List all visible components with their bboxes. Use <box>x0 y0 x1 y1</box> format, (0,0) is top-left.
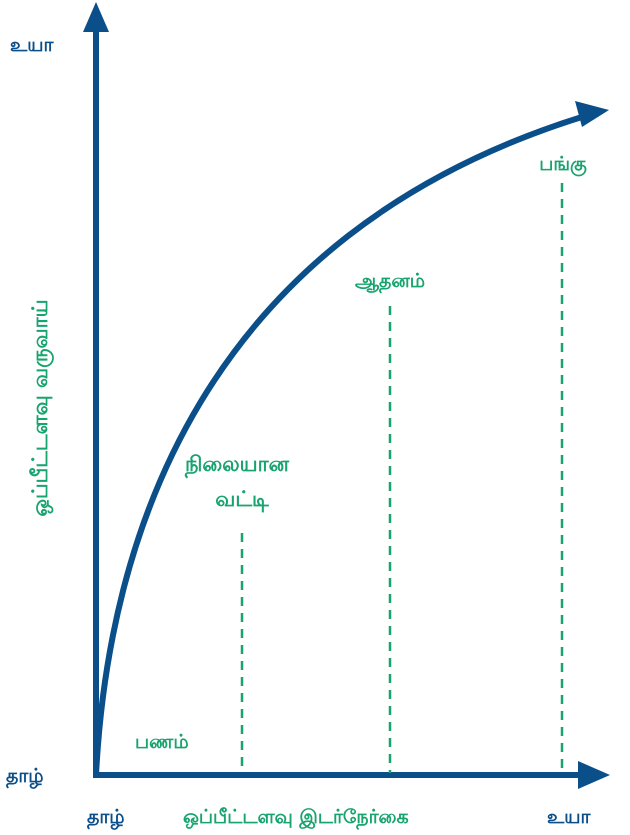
y-axis-arrowhead <box>83 2 109 32</box>
money-label: பணம் <box>135 731 189 753</box>
risk-return-curve <box>93 113 588 778</box>
y-axis-bottom-label: தாழ் <box>6 765 44 789</box>
x-axis-left-label: தாழ் <box>87 806 125 830</box>
fixed-interest-label-line1: நிலையான <box>184 452 290 479</box>
shares-label: பங்கு <box>539 153 587 177</box>
curve-arrowhead <box>575 101 609 127</box>
property-label: ஆதனம் <box>355 270 425 294</box>
x-axis-title: ஒப்பீட்டளவு இடர்நேர்கை <box>183 806 409 830</box>
y-axis-title: ஒப்பீட்டளவு வருவாய் <box>28 299 54 516</box>
x-axis-arrowhead <box>578 761 610 789</box>
fixed-interest-label-line2: வட்டி <box>215 487 269 513</box>
y-axis-top-label: உயா <box>10 34 55 56</box>
x-axis-right-label: உயா <box>547 806 592 828</box>
